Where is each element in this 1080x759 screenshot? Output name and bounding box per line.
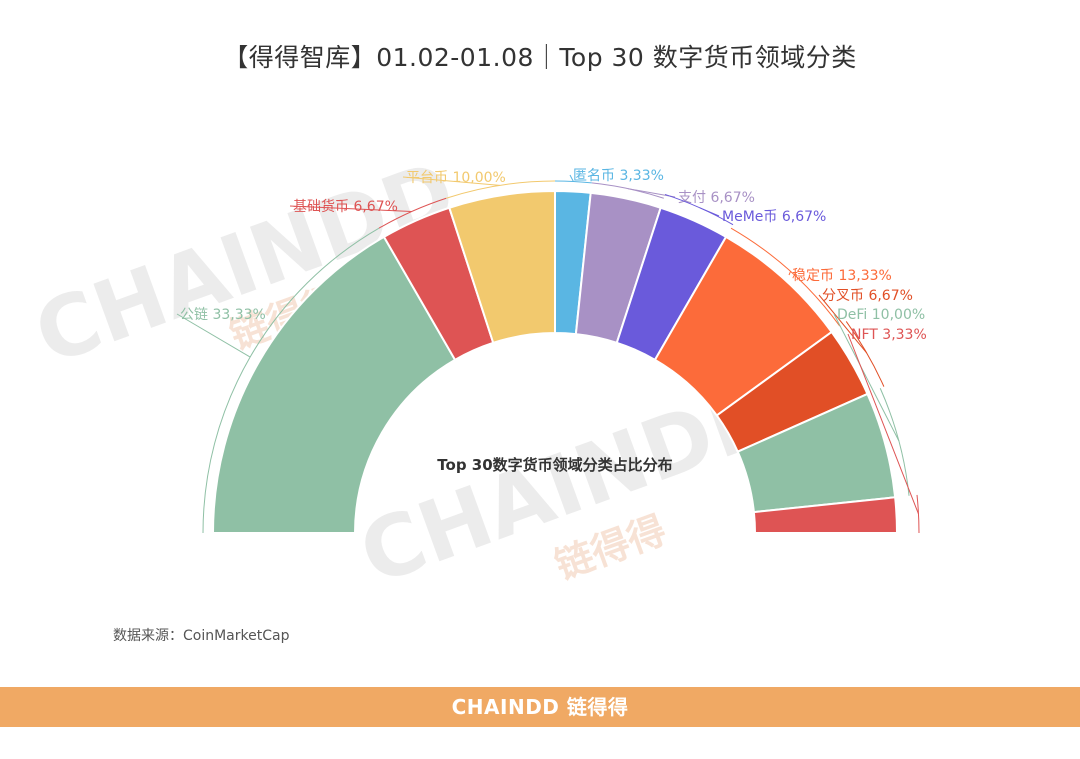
slice-1	[211, 235, 457, 534]
leader-line-2	[289, 205, 412, 212]
slice-label-2: 基础货币 6,67%	[293, 198, 398, 215]
slice-label-5: 支付 6,67%	[678, 190, 755, 206]
slice-label-9: DeFi 10,00%	[837, 307, 925, 323]
leader-line-4	[569, 174, 574, 182]
leader-bracket-5	[591, 182, 664, 199]
leader-bracket-6	[664, 193, 734, 226]
leader-bracket-10	[916, 494, 920, 534]
slice-label-4: 匿名币 3,33%	[573, 168, 664, 184]
slice-label-6: MeMe币 6,67%	[722, 209, 826, 225]
slice-label-8: 分叉币 6,67%	[822, 288, 913, 304]
leader-line-1	[176, 313, 251, 358]
page-title: 【得得智库】01.02-01.08｜Top 30 数字货币领域分类	[223, 43, 857, 72]
leader-line-3	[402, 176, 500, 186]
leader-line-8	[818, 294, 868, 354]
slice-10	[752, 496, 899, 534]
leader-bracket-2	[378, 197, 447, 229]
center-label: Top 30数字货币领域分类占比分布	[437, 456, 672, 474]
slice-label-3: 平台币 10,00%	[406, 170, 506, 186]
leader-line-9	[833, 313, 900, 442]
leader-line-6	[699, 207, 720, 217]
footer-brand: CHAINDD 链得得	[451, 695, 629, 719]
leader-line-10	[847, 333, 919, 515]
slice-label-1: 公链 33,33%	[180, 307, 266, 323]
footer-bar: CHAINDD 链得得	[0, 687, 1080, 727]
leader-bracket-7	[730, 227, 841, 327]
slice-label-7: 稳定币 13,33%	[792, 268, 892, 284]
slice-label-10: NFT 3,33%	[851, 327, 927, 343]
data-source: 数据来源：CoinMarketCap	[113, 628, 290, 644]
leader-line-7	[788, 271, 792, 276]
